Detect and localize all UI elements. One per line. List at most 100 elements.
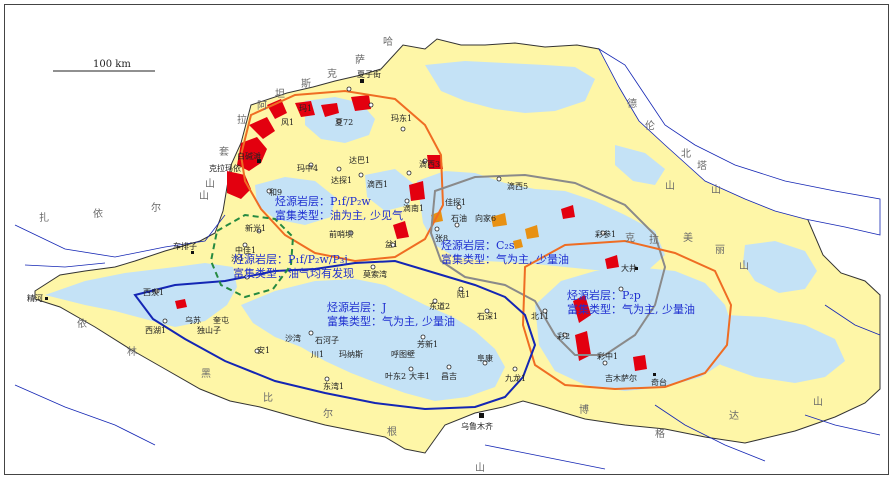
well-label: 石深1 xyxy=(477,312,498,321)
annotation-east-source: 烃源岩层：C₂s xyxy=(441,238,515,252)
annotation-south-source: 烃源岩层：J xyxy=(327,300,386,314)
rivers xyxy=(14,214,881,470)
well-label: 阜康 xyxy=(477,353,493,363)
well-label: 滴西3 xyxy=(419,159,440,169)
mtn-char: 根 xyxy=(387,425,397,438)
mtn-char: 伦 xyxy=(645,119,655,132)
well-label: 彩2 xyxy=(557,331,570,341)
well-label: 吉木萨尔 xyxy=(605,373,637,383)
mtn-char: 萨 xyxy=(355,54,365,66)
mtn-char: 拉 xyxy=(649,233,659,246)
mtn-char: 山 xyxy=(813,396,823,408)
well-label: 莫索湾 xyxy=(363,269,387,279)
mtn-char: 塔 xyxy=(697,159,707,172)
well-label: 车排子 xyxy=(173,241,197,251)
mtn-char: 克 xyxy=(625,232,635,244)
scale-label: 100 km xyxy=(93,59,131,70)
annotation-nw-type: 富集类型：油为主, 少见气 xyxy=(275,208,403,222)
well-label: 东湾1 xyxy=(323,381,344,391)
annotation-west-type: 富集类型：油气均有发现 xyxy=(233,266,354,280)
well-label: 独山子 xyxy=(197,325,221,335)
well-label: 佳探1 xyxy=(445,197,466,207)
well-label: 克拉玛依 xyxy=(209,163,241,173)
well-label: 安1 xyxy=(257,345,270,355)
mtn-char: 拉 xyxy=(237,113,247,126)
well-label: 大丰1 xyxy=(409,371,430,381)
mtn-char: 克 xyxy=(327,68,337,80)
boundary-east-gray xyxy=(429,173,667,356)
mtn-char: 黑 xyxy=(201,368,211,380)
well-label: 乌苏 xyxy=(185,315,201,325)
well-label: 精河 xyxy=(27,293,43,303)
mtn-char: 尔 xyxy=(151,201,161,214)
mtn-char: 德 xyxy=(627,97,637,110)
well-label: 白碱滩 xyxy=(237,151,261,161)
mtn-char: 美 xyxy=(683,231,693,244)
well-label: 夏子街 xyxy=(357,69,381,79)
lake-east xyxy=(597,47,881,236)
annotation-east-type: 富集类型：气为主, 少量油 xyxy=(441,252,569,266)
mtn-char: 坦 xyxy=(275,87,285,100)
mtn-char: 北 xyxy=(681,148,691,160)
boundary-se-orange xyxy=(521,239,733,391)
mtn-char: 依 xyxy=(77,317,87,330)
well-label: 滴南1 xyxy=(403,203,424,213)
well-label: 东道2 xyxy=(429,301,450,311)
well-label: 风1 xyxy=(281,118,294,127)
well-label: 沙湾 xyxy=(285,333,301,343)
well-label: 西泉1 xyxy=(143,287,164,297)
well-label: 乌鲁木齐 xyxy=(461,421,493,431)
low-relief-zones xyxy=(45,61,845,401)
mountain-labels: 哈 萨 克 斯 坦 阿 拉 套 山 德 伦 山 北 塔 山 克 拉 美 丽 山 … xyxy=(39,35,823,474)
source-annotations: 烃源岩层：P₁f/P₂w 富集类型：油为主, 少见气 烃源岩层：P₁f/P₂w/… xyxy=(233,194,695,328)
well-label: 川1 xyxy=(311,350,324,359)
mtn-char: 达 xyxy=(729,410,739,422)
mtn-char: 依 xyxy=(93,207,103,220)
well-label: 昌吉 xyxy=(441,372,457,381)
mtn-char: 林 xyxy=(127,345,137,358)
well-label: 彩中1 xyxy=(597,351,618,361)
annotation-west-source: 烃源岩层：P₁f/P₂w/P₃j xyxy=(233,252,348,266)
well-label: 达巴1 xyxy=(349,155,370,165)
well-label: 奇台 xyxy=(651,377,667,387)
well-label: 石油 xyxy=(451,213,467,223)
well-label: 和9 xyxy=(269,188,282,197)
mtn-char: 山 xyxy=(739,260,749,272)
well-label: 张8 xyxy=(435,234,448,243)
well-label: 叶东2 xyxy=(385,371,406,381)
well-label: 玛东1 xyxy=(391,113,412,123)
well-label: 呼图壁 xyxy=(391,349,415,359)
annotation-se-source: 烃源岩层：P₂p xyxy=(567,288,641,302)
mtn-char: 山 xyxy=(199,190,209,202)
mtn-char: 博 xyxy=(579,403,589,416)
well-label: 向家6 xyxy=(475,213,496,223)
well-label: 彩参1 xyxy=(595,229,616,239)
map-frame: 100 km 哈 萨 克 斯 坦 阿 拉 套 山 德 伦 山 北 塔 山 克 拉… xyxy=(4,4,889,475)
well-label: 玛纳斯 xyxy=(339,349,363,359)
boundary-south-blue xyxy=(133,259,537,411)
mtn-char: 扎 xyxy=(39,211,49,224)
well-label: 夏72 xyxy=(335,118,353,127)
well-label: 玛中4 xyxy=(297,163,318,173)
well-label: 北11 xyxy=(531,312,549,321)
well-label: 芳新1 xyxy=(417,339,438,349)
well-label: 奎屯 xyxy=(213,315,229,325)
well-label: 盆1 xyxy=(385,239,398,249)
annotation-south-type: 富集类型：气为主, 少量油 xyxy=(327,314,455,328)
scale-bar: 100 km xyxy=(53,59,155,72)
mtn-char: 比 xyxy=(263,392,273,404)
well-label: 西湖1 xyxy=(145,326,166,335)
well-label: 前哨坝 xyxy=(329,229,353,239)
well-label: 陆1 xyxy=(457,289,470,299)
mtn-char: 套 xyxy=(219,145,229,158)
well-labels: 夏子街 玛1 风1 夏72 玛东1 白碱滩 克拉玛依 玛中4 达探1 达巴1 滴… xyxy=(27,69,667,431)
mtn-char: 丽 xyxy=(715,245,725,256)
well-label: 九龙1 xyxy=(505,373,526,383)
well-label: 大井 xyxy=(621,263,637,273)
mtn-char: 斯 xyxy=(301,77,311,90)
mtn-char: 尔 xyxy=(323,407,333,420)
well-label: 滴西5 xyxy=(507,181,528,191)
well-label: 滴西1 xyxy=(367,179,388,189)
well-label: 新光1 xyxy=(245,223,266,233)
basin-map: 100 km 哈 萨 克 斯 坦 阿 拉 套 山 德 伦 山 北 塔 山 克 拉… xyxy=(14,35,881,474)
